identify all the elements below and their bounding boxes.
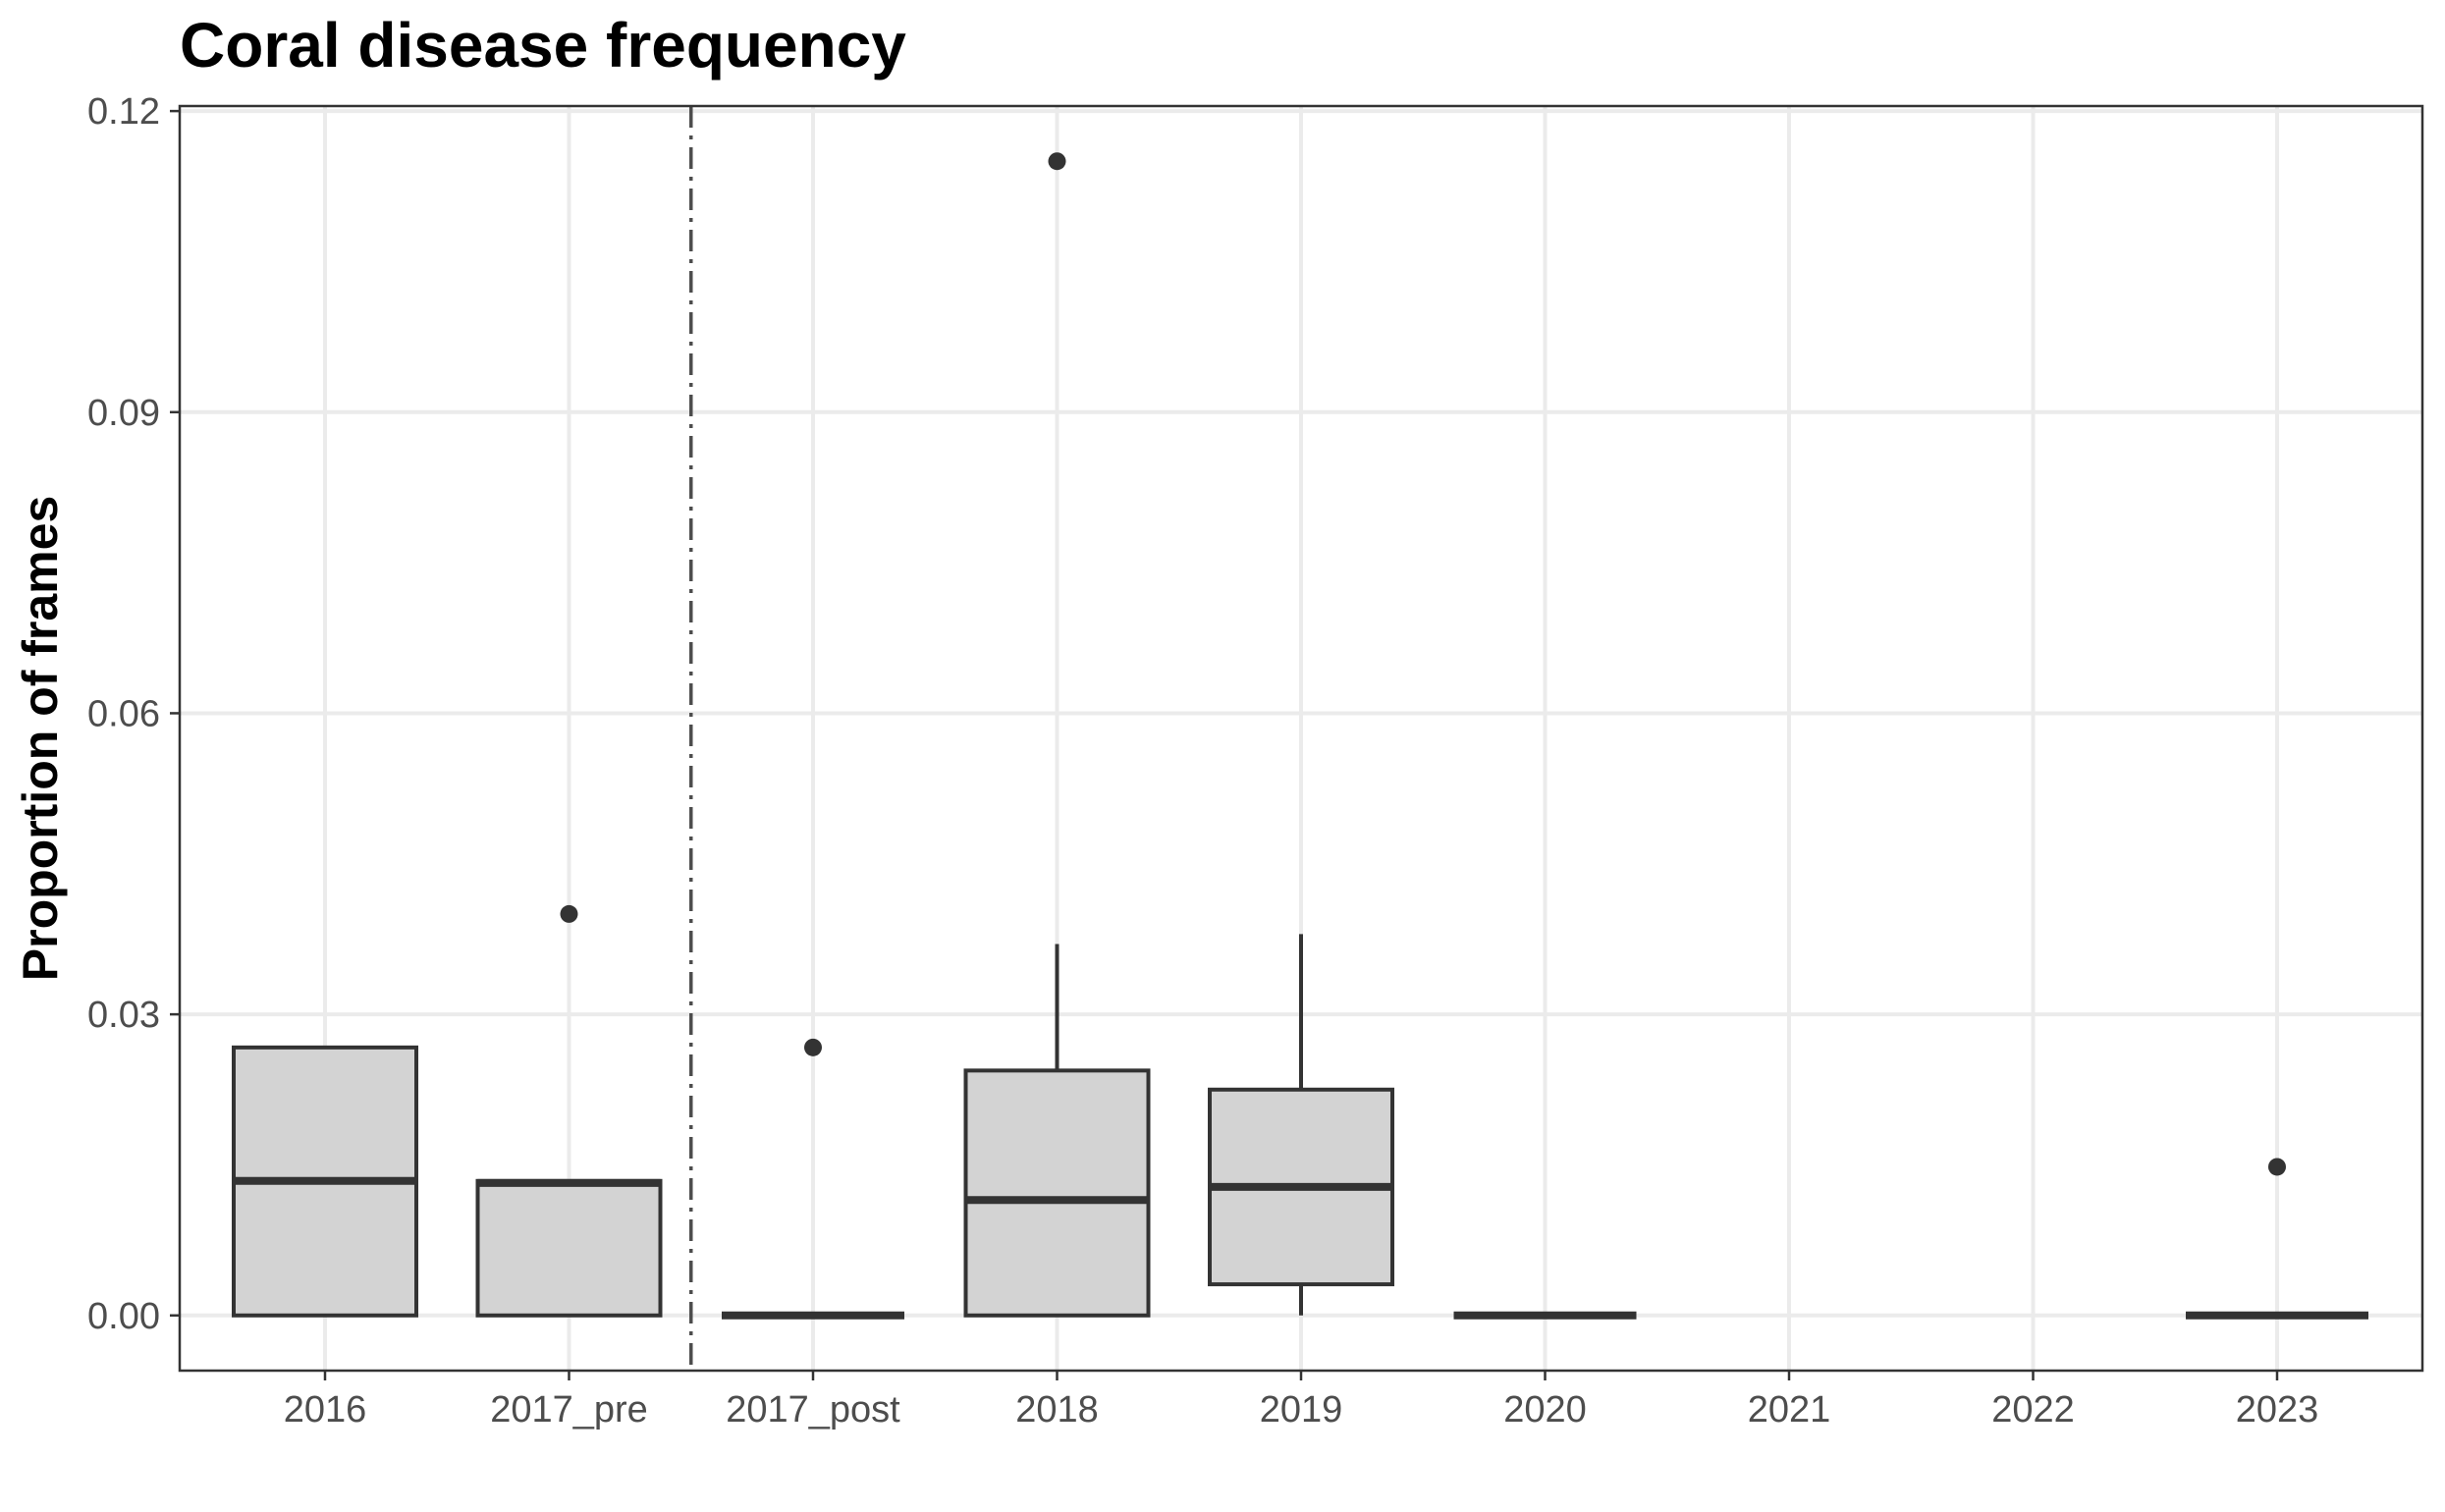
box-group bbox=[2186, 1158, 2368, 1320]
y-tick-label: 0.00 bbox=[87, 1296, 160, 1337]
x-tick-label: 2017_pre bbox=[490, 1389, 648, 1431]
box-iqr bbox=[475, 1178, 663, 1318]
box-iqr bbox=[963, 1068, 1151, 1318]
axes-layer: 0.00 0.03 0.06 0.09 0.12 2016 2017_pre 2017_pos… bbox=[87, 91, 2318, 1431]
x-tick-label: 2017_post bbox=[726, 1389, 900, 1431]
y-tick-label: 0.09 bbox=[87, 393, 160, 434]
outlier-point bbox=[560, 904, 578, 923]
x-tick-label: 2018 bbox=[1015, 1389, 1099, 1431]
x-tick-label: 2020 bbox=[1503, 1389, 1587, 1431]
y-tick-label: 0.03 bbox=[87, 995, 160, 1036]
box-group bbox=[1208, 934, 1394, 1316]
x-tick-label: 2022 bbox=[1991, 1389, 2075, 1431]
chart-title: Coral disease frequency bbox=[180, 10, 906, 81]
y-tick-label: 0.06 bbox=[87, 693, 160, 734]
y-axis-label: Proportion of frames bbox=[13, 496, 68, 981]
box-group bbox=[475, 904, 663, 1318]
outlier-point bbox=[804, 1038, 822, 1056]
box-group bbox=[963, 152, 1151, 1318]
outlier-point bbox=[2268, 1158, 2286, 1176]
boxes-layer bbox=[232, 152, 2368, 1320]
outlier-point bbox=[1048, 152, 1066, 171]
x-tick-label: 2016 bbox=[284, 1389, 367, 1431]
y-tick-label: 0.12 bbox=[87, 91, 160, 133]
x-tick-label: 2021 bbox=[1748, 1389, 1831, 1431]
box-group bbox=[232, 1045, 418, 1318]
x-tick-label: 2019 bbox=[1260, 1389, 1343, 1431]
box-group bbox=[722, 1038, 904, 1320]
x-tick-label: 2023 bbox=[2236, 1389, 2319, 1431]
